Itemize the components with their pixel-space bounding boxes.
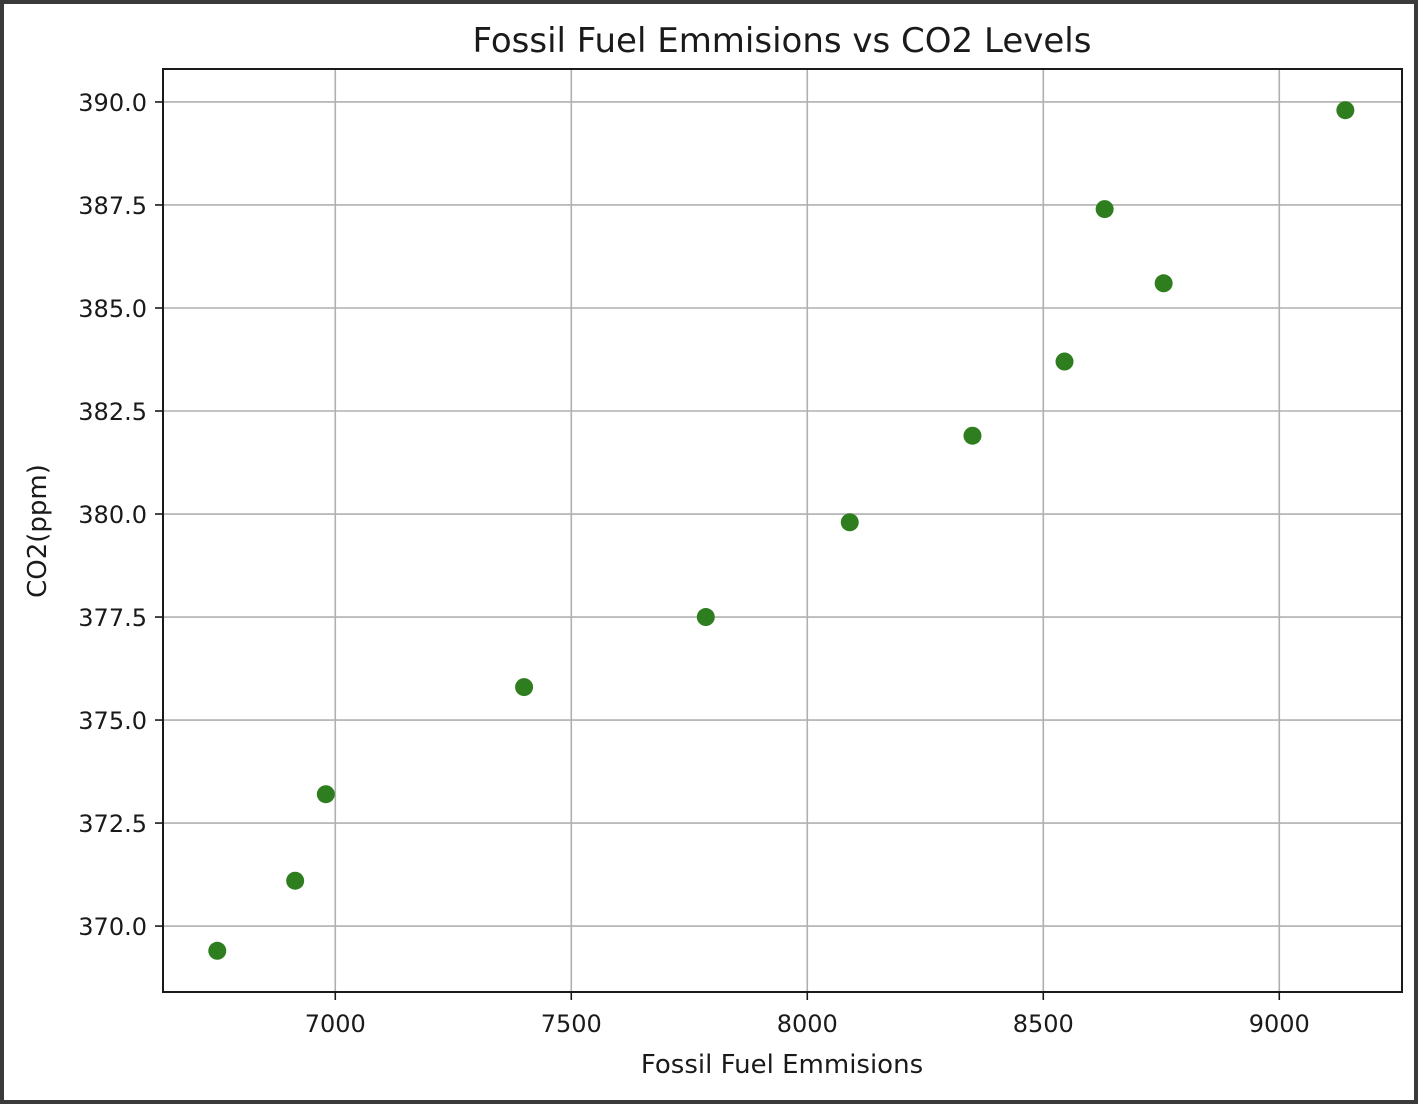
y-tick-label: 390.0 bbox=[78, 89, 147, 117]
x-tick-label: 7500 bbox=[541, 1010, 602, 1038]
y-axis-label: CO2(ppm) bbox=[23, 464, 53, 598]
data-point bbox=[1154, 274, 1173, 293]
y-tick-label: 385.0 bbox=[78, 295, 147, 323]
x-axis-label: Fossil Fuel Emmisions bbox=[641, 1050, 923, 1080]
data-point bbox=[316, 785, 335, 804]
y-tick-label: 370.0 bbox=[78, 913, 147, 941]
x-tick-label: 8000 bbox=[777, 1010, 838, 1038]
y-tick-label: 372.5 bbox=[78, 810, 147, 838]
grid-layer bbox=[163, 69, 1402, 992]
data-point bbox=[963, 426, 982, 445]
data-point bbox=[1055, 352, 1074, 371]
tick-layer: 7000 7500 8000 8500 9000 370.0 372.5 375.0 377.5… bbox=[78, 89, 1310, 1038]
y-tick-label: 382.5 bbox=[78, 398, 147, 426]
x-tick-label: 7000 bbox=[305, 1010, 366, 1038]
x-tick-label: 8500 bbox=[1013, 1010, 1074, 1038]
data-point bbox=[208, 941, 227, 960]
x-tick-label: 9000 bbox=[1249, 1010, 1310, 1038]
data-point bbox=[1336, 101, 1355, 120]
data-point bbox=[286, 871, 305, 890]
data-point bbox=[696, 608, 715, 627]
point-layer bbox=[208, 101, 1355, 960]
plot-area bbox=[162, 68, 1403, 993]
data-point bbox=[1095, 200, 1114, 219]
y-tick-label: 375.0 bbox=[78, 707, 147, 735]
data-point bbox=[515, 678, 534, 697]
y-tick-label: 380.0 bbox=[78, 501, 147, 529]
data-point bbox=[840, 513, 859, 532]
chart-title: Fossil Fuel Emmisions vs CO2 Levels bbox=[473, 21, 1092, 61]
y-tick-label: 377.5 bbox=[78, 604, 147, 632]
y-tick-label: 387.5 bbox=[78, 192, 147, 220]
